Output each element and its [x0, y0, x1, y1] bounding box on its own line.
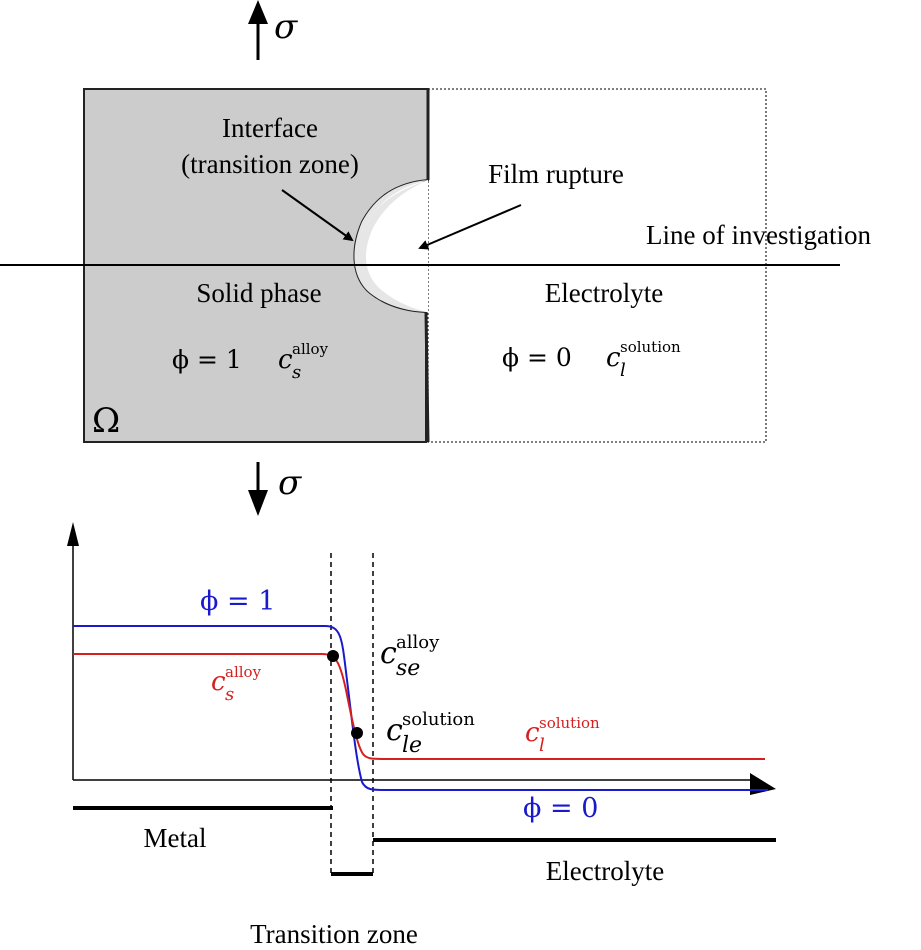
metal-label: Metal: [144, 823, 207, 853]
solid-phase-label: Solid phase: [196, 278, 321, 308]
cs-alloy-label: c s alloy: [211, 663, 262, 705]
interface-band: [354, 180, 428, 312]
cse-alloy-label: c se alloy: [380, 632, 440, 681]
film-rupture-arrow: [418, 204, 522, 250]
line-of-investigation-label: Line of investigation: [646, 220, 871, 250]
stress-arrow-bottom: σ: [248, 462, 302, 516]
svg-text:le: le: [402, 733, 422, 758]
svg-text:c: c: [606, 343, 621, 373]
svg-text:se: se: [396, 656, 420, 681]
svg-text:c: c: [525, 718, 540, 748]
liquid-concentration-label: c l solution: [606, 338, 681, 381]
interface-arrow: [281, 189, 354, 242]
cl-solution-label: c l solution: [525, 714, 600, 756]
svg-text:l: l: [539, 735, 545, 756]
svg-text:solution: solution: [402, 709, 475, 730]
film-rupture-label: Film rupture: [488, 159, 624, 189]
svg-text:alloy: alloy: [396, 632, 440, 653]
electrolyte-zone-label: Electrolyte: [546, 856, 664, 886]
cle-solution-label: c le solution: [386, 709, 475, 758]
svg-text:c: c: [211, 667, 226, 697]
solid-concentration-label: c s alloy: [278, 340, 329, 383]
transition-zone-label: Transition zone: [250, 919, 418, 949]
cle-point: [351, 727, 363, 739]
svg-text:l: l: [620, 360, 626, 381]
film-rupture-gap: [365, 180, 428, 312]
interface-label: Interface: [222, 113, 318, 143]
svg-text:solution: solution: [539, 714, 600, 732]
svg-text:alloy: alloy: [292, 340, 329, 358]
interface-sublabel: (transition zone): [181, 149, 359, 179]
svg-text:c: c: [386, 713, 403, 748]
stress-symbol-top: σ: [274, 7, 298, 47]
solid-phi-label: ϕ = 1: [172, 345, 242, 374]
stress-symbol-bottom: σ: [278, 463, 302, 503]
cse-point: [327, 650, 339, 662]
svg-text:c: c: [380, 636, 397, 671]
domain-symbol: Ω: [92, 401, 120, 441]
stress-arrow-top: σ: [248, 0, 298, 60]
svg-text:solution: solution: [620, 338, 681, 356]
svg-text:c: c: [278, 345, 293, 375]
electrolyte-label: Electrolyte: [545, 278, 663, 308]
svg-text:s: s: [292, 362, 301, 383]
liquid-phi-label: ϕ = 0: [502, 343, 572, 372]
svg-text:s: s: [225, 684, 234, 705]
phi-high-label: ϕ = 1: [200, 586, 275, 617]
svg-text:alloy: alloy: [225, 663, 262, 681]
phi-low-label: ϕ = 0: [523, 793, 598, 824]
